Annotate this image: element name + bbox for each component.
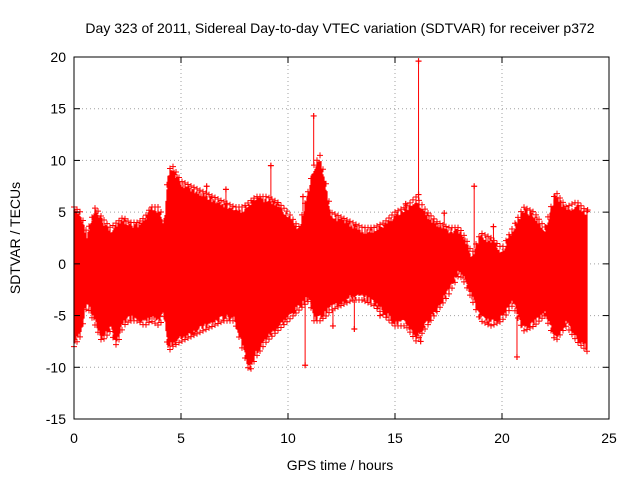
x-tick-label: 10: [280, 430, 296, 446]
y-axis-label: SDTVAR / TECUs: [7, 182, 23, 294]
outlier-point: [392, 317, 398, 324]
outlier-point: [377, 312, 384, 319]
x-axis-label: GPS time / hours: [287, 457, 394, 473]
outlier-point: [415, 191, 422, 198]
y-tick-label: 20: [50, 49, 66, 65]
outlier-point: [302, 362, 309, 369]
y-tick-label: 10: [50, 152, 66, 168]
x-tick-label: 15: [387, 430, 403, 446]
outlier-point: [267, 162, 274, 169]
outlier-point: [402, 200, 409, 207]
outlier-point: [490, 223, 497, 230]
y-tick-label: -15: [46, 411, 66, 427]
y-tick-label: -5: [54, 308, 67, 324]
outlier-point: [203, 183, 210, 190]
x-tick-label: 20: [494, 430, 510, 446]
outlier-point: [417, 338, 424, 345]
y-tick-label: -10: [46, 359, 66, 375]
outlier-point: [584, 207, 591, 214]
outlier-point: [329, 322, 336, 329]
data-series: [71, 58, 591, 372]
y-tick-label: 0: [58, 256, 66, 272]
axis-ticks: 0 5 10 15 20 25 -15 -10 -5 0 5 10 15 20: [46, 49, 617, 446]
outlier-point: [222, 186, 229, 193]
x-tick-label: 0: [70, 430, 78, 446]
x-tick-label: 5: [177, 430, 185, 446]
outlier-point: [299, 193, 306, 200]
outlier-point: [351, 326, 358, 333]
outlier-point: [310, 112, 317, 119]
outlier-point: [441, 210, 448, 217]
outlier-point: [415, 58, 422, 65]
y-tick-label: 5: [58, 204, 66, 220]
plot-frame: [73, 56, 610, 420]
x-tick-label: 25: [601, 430, 617, 446]
chart-title: Day 323 of 2011, Sidereal Day-to-day VTE…: [85, 20, 594, 36]
outlier-point: [471, 183, 478, 190]
outlier-point: [513, 353, 520, 360]
y-tick-label: 15: [50, 101, 66, 117]
